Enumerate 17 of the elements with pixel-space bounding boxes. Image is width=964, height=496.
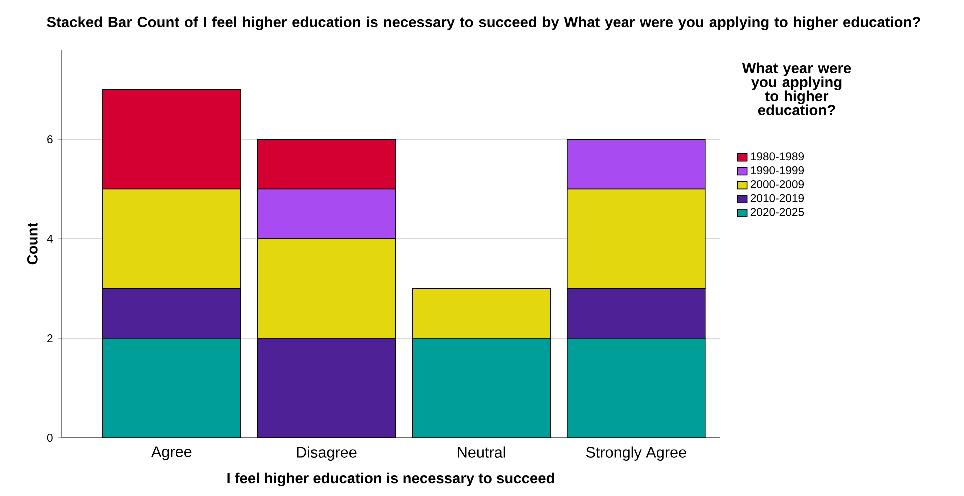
x-tick-label: Disagree (297, 446, 357, 461)
legend-label: 1990-1999 (751, 166, 804, 175)
x-axis-title: I feel higher education is necessary to succeed (228, 472, 554, 487)
x-tick-label: Agree (152, 446, 192, 460)
chart-title: Stacked Bar Count of I feel higher education is necessary to succeed by What year were you applying to higher education? (47, 16, 920, 30)
y-tick-label: 2 (48, 334, 53, 342)
legend-label: 2020-2025 (750, 208, 804, 216)
legend-label: 2010-2019 (750, 194, 804, 202)
x-tick-label: Neutral (458, 446, 506, 458)
y-tick-label: 0 (47, 434, 53, 442)
y-axis-title: Count (27, 222, 38, 265)
x-tick-label: Strongly Agree (586, 446, 686, 461)
y-tick-label: 4 (47, 235, 53, 243)
legend-label: 1980-1989 (751, 152, 804, 161)
legend-label: 2000-2009 (750, 180, 804, 188)
y-tick-label: 6 (48, 136, 53, 144)
legend-title: What year were you applying to higher education? (742, 62, 852, 116)
